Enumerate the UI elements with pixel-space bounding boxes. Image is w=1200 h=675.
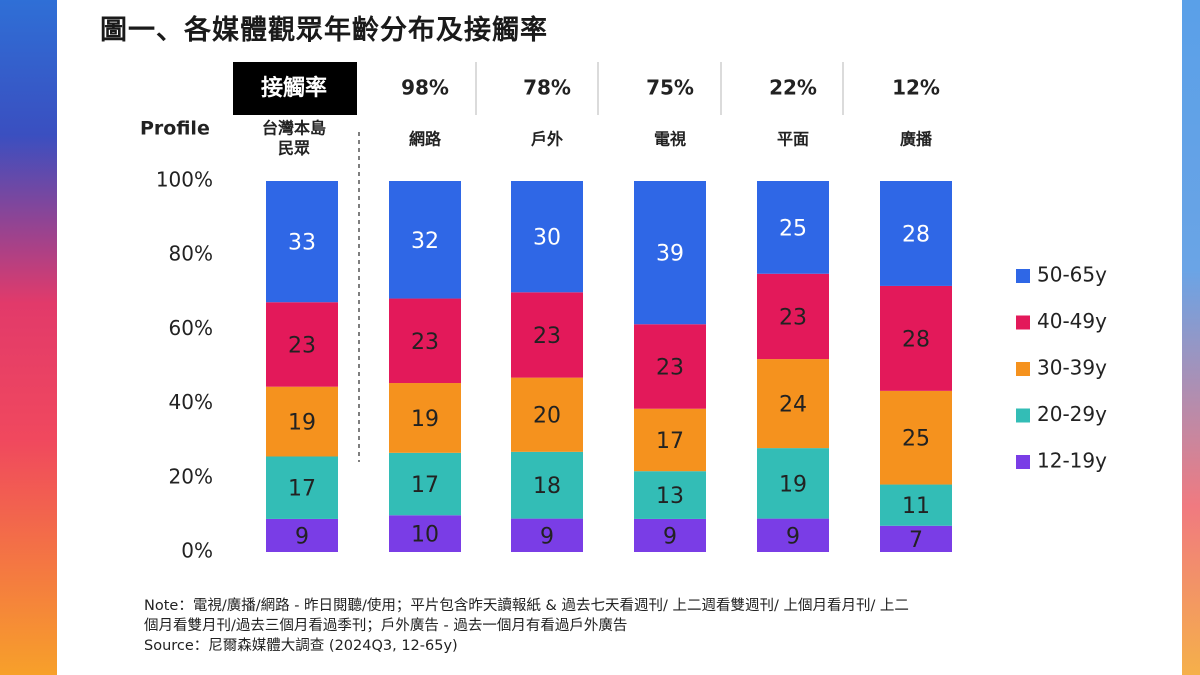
data-label: 10 (411, 523, 439, 548)
data-label: 30 (533, 226, 561, 251)
bar-segment-40-49y (511, 292, 583, 378)
footnote: Note：電視/廣播/網路 - 昨日閱聽/使用；平片包含昨天讀報紙 & 過去七天… (144, 596, 1104, 656)
bar-segment-30-39y (511, 377, 583, 452)
bar-segment-12-19y (266, 518, 338, 552)
data-label: 17 (411, 473, 439, 498)
legend-swatch-40-49y (1016, 315, 1030, 330)
data-label: 23 (779, 305, 807, 330)
bar-segment-30-39y (757, 359, 829, 449)
bar-segment-50-65y (266, 181, 338, 303)
data-label: 20 (533, 404, 561, 429)
category-label: 電視 (654, 130, 686, 149)
bar-segment-40-49y (266, 302, 338, 387)
data-label: 7 (909, 528, 923, 553)
data-label: 32 (411, 229, 439, 254)
data-label: 19 (779, 472, 807, 497)
profile-label: Profile (140, 118, 210, 140)
legend-label: 50-65y (1037, 263, 1107, 287)
category-label: 平面 (777, 130, 809, 149)
legend-label: 40-49y (1037, 309, 1107, 333)
data-label: 23 (411, 330, 439, 355)
legend-swatch-20-29y (1016, 408, 1030, 423)
bar-segment-50-65y (757, 181, 829, 274)
category-label: 民眾 (278, 139, 310, 158)
y-tick-label: 0% (181, 539, 213, 563)
note-line-1: Note：電視/廣播/網路 - 昨日閱聽/使用；平片包含昨天讀報紙 & 過去七天… (144, 598, 909, 614)
bar-segment-30-39y (266, 386, 338, 457)
bar-segment-30-39y (880, 390, 952, 485)
y-tick-label: 20% (169, 464, 213, 488)
reach-value: 12% (892, 76, 940, 100)
data-label: 19 (411, 407, 439, 432)
data-label: 25 (902, 427, 930, 452)
bar-segment-20-29y (511, 451, 583, 519)
y-tick-label: 100% (156, 168, 213, 192)
bar-segment-50-65y (634, 181, 706, 325)
data-label: 28 (902, 327, 930, 352)
bar-segment-50-65y (511, 181, 583, 293)
data-label: 9 (295, 524, 309, 549)
reach-value: 75% (646, 76, 694, 100)
y-tick-label: 80% (169, 242, 213, 266)
category-label: 台灣本島 (262, 119, 326, 138)
note-line-2: 個月看雙月刊/過去三個月看過季刊；戶外廣告 - 過去一個月有看過戶外廣告 (144, 618, 628, 634)
data-label: 24 (779, 393, 807, 418)
data-label: 13 (656, 484, 684, 509)
bar-segment-30-39y (389, 383, 461, 453)
reach-value: 22% (769, 76, 817, 100)
page-title: 圖一、各媒體觀眾年齡分布及接觸率 (100, 15, 548, 46)
data-label: 39 (656, 242, 684, 267)
reach-header-label: 接觸率 (261, 75, 327, 101)
bar-segment-20-29y (266, 456, 338, 519)
bar-segment-12-19y (757, 518, 829, 552)
legend-swatch-50-65y (1016, 269, 1030, 283)
data-label: 23 (288, 333, 316, 358)
data-label: 33 (288, 231, 316, 256)
bar-segment-40-49y (757, 273, 829, 360)
legend-label: 30-39y (1037, 356, 1107, 380)
data-label: 17 (656, 429, 684, 454)
reach-value: 98% (401, 76, 449, 100)
reach-value: 78% (523, 76, 571, 100)
reach-header-box (233, 62, 357, 115)
bar-segment-12-19y (634, 518, 706, 552)
bar-segment-12-19y (389, 515, 461, 552)
legend-label: 12-19y (1037, 449, 1107, 473)
bar-segment-40-49y (389, 298, 461, 384)
y-tick-label: 40% (169, 390, 213, 414)
bar-segment-50-65y (880, 181, 952, 286)
source-line: Source：尼爾森媒體大調查 (2024Q3, 12-65y) (144, 638, 458, 654)
data-label: 9 (540, 524, 554, 549)
data-label: 18 (533, 474, 561, 499)
data-label: 11 (902, 494, 930, 519)
category-label: 戶外 (531, 130, 563, 149)
category-label: 網路 (409, 130, 442, 149)
bar-segment-40-49y (634, 324, 706, 409)
bar-segment-20-29y (880, 484, 952, 526)
bar-segment-30-39y (634, 408, 706, 472)
data-label: 19 (288, 411, 316, 436)
bar-segment-12-19y (880, 525, 952, 552)
y-tick-label: 60% (169, 316, 213, 340)
right-gradient-stripe (1182, 0, 1200, 675)
bar-segment-12-19y (511, 518, 583, 552)
data-label: 28 (902, 222, 930, 247)
category-label: 廣播 (900, 130, 933, 149)
bar-segment-20-29y (634, 471, 706, 519)
data-label: 25 (779, 216, 807, 241)
data-label: 23 (656, 356, 684, 381)
bar-segment-20-29y (389, 452, 461, 516)
data-label: 17 (288, 477, 316, 502)
data-label: 9 (663, 524, 677, 549)
legend-swatch-30-39y (1016, 362, 1030, 376)
bar-segment-50-65y (389, 181, 461, 299)
data-label: 9 (786, 524, 800, 549)
legend-label: 20-29y (1037, 402, 1107, 426)
bar-segment-20-29y (757, 448, 829, 519)
data-label: 23 (533, 324, 561, 349)
legend-swatch-12-19y (1016, 455, 1030, 469)
bar-segment-40-49y (880, 285, 952, 391)
